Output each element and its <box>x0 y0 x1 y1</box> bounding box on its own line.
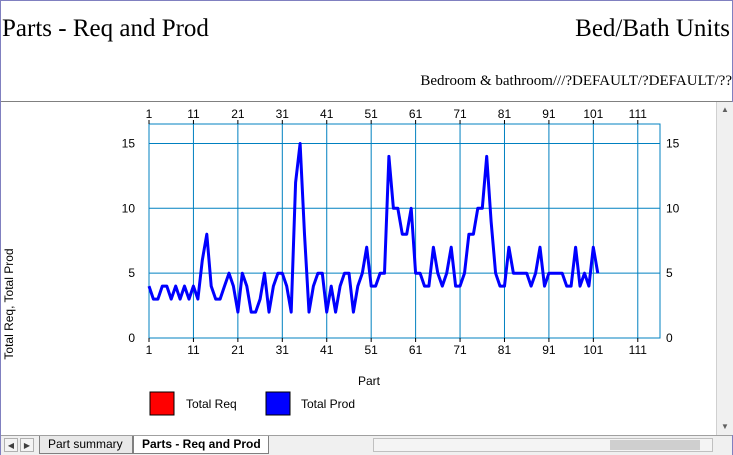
x-tick-label-bottom: 61 <box>409 343 423 357</box>
y-axis-label: Total Req, Total Prod <box>2 248 16 359</box>
line-chart: 1 11 21 31 41 51 61 71 81 91 101 111 1 11 21 31 41 51 61 7… <box>2 107 680 416</box>
y-tick-label-left: 15 <box>122 136 136 150</box>
scroll-up-icon[interactable]: ▲ <box>721 105 729 114</box>
y-tick-label-right: 15 <box>666 136 680 150</box>
chart-grid <box>148 124 660 339</box>
tab-parts-req-and-prod[interactable]: Parts - Req and Prod <box>133 436 269 454</box>
x-tick-label-top: 11 <box>187 107 200 121</box>
report-title: Parts - Req and Prod <box>2 15 209 42</box>
x-tick-label-bottom: 41 <box>320 343 334 357</box>
vertical-scrollbar[interactable]: ▲ ▼ <box>716 102 733 435</box>
horizontal-scrollbar[interactable] <box>373 438 713 452</box>
y-tick-label-left: 10 <box>122 201 136 215</box>
x-tick-label-top: 71 <box>453 107 467 121</box>
legend-swatch-total-prod <box>265 391 291 416</box>
scroll-down-icon[interactable]: ▼ <box>721 422 729 431</box>
report-subtitle: Bedroom & bathroom///?DEFAULT/?DEFAULT/?… <box>420 73 732 89</box>
x-tick-label-bottom: 31 <box>276 343 290 357</box>
x-tick-label-top: 21 <box>231 107 245 121</box>
y-tick-label-right: 5 <box>666 266 673 280</box>
y-tick-label-right: 0 <box>666 331 673 345</box>
series-line-total-prod <box>147 142 600 314</box>
x-tick-label-bottom: 71 <box>453 343 467 357</box>
legend-swatch-total-req <box>149 391 175 416</box>
y-tick-label-right: 10 <box>666 201 680 215</box>
x-tick-label-bottom: 51 <box>364 343 378 357</box>
horizontal-scroll-thumb[interactable] <box>610 440 700 450</box>
x-tick-label-top: 61 <box>409 107 423 121</box>
report-header: Parts - Req and Prod Bed/Bath Units Bedr… <box>1 1 732 102</box>
x-tick-label-bottom: 11 <box>187 343 200 357</box>
x-tick-label-top: 81 <box>498 107 512 121</box>
first-sheet-icon[interactable]: ◀ <box>4 438 18 452</box>
sheet-tab-bar: ◀ ▶ Part summary Parts - Req and Prod <box>1 435 732 455</box>
x-tick-label-top: 31 <box>276 107 290 121</box>
legend: Total Req Total Prod <box>149 391 355 416</box>
x-tick-label-top: 1 <box>146 107 153 121</box>
x-tick-label-bottom: 81 <box>498 343 512 357</box>
x-tick-label-top: 101 <box>583 107 603 121</box>
x-axis-label: Part <box>358 374 381 388</box>
x-tick-label-top: 111 <box>629 107 648 121</box>
x-tick-label-bottom: 21 <box>231 343 245 357</box>
x-tick-label-top: 91 <box>542 107 556 121</box>
x-tick-label-top: 41 <box>320 107 334 121</box>
x-tick-label-bottom: 1 <box>146 343 153 357</box>
plot-area-border <box>148 123 661 339</box>
legend-label-total-prod: Total Prod <box>301 397 355 411</box>
y-tick-label-left: 0 <box>128 331 135 345</box>
report-unit-title: Bed/Bath Units <box>575 15 730 42</box>
x-tick-label-bottom: 91 <box>542 343 556 357</box>
scroll-corner <box>716 436 732 455</box>
x-tick-label-bottom: 101 <box>583 343 603 357</box>
y-tick-label-left: 5 <box>128 266 135 280</box>
tab-part-summary[interactable]: Part summary <box>39 436 133 454</box>
prev-sheet-icon[interactable]: ▶ <box>20 438 34 452</box>
legend-label-total-req: Total Req <box>186 397 237 411</box>
x-tick-label-bottom: 111 <box>629 343 648 357</box>
x-tick-label-top: 51 <box>364 107 378 121</box>
